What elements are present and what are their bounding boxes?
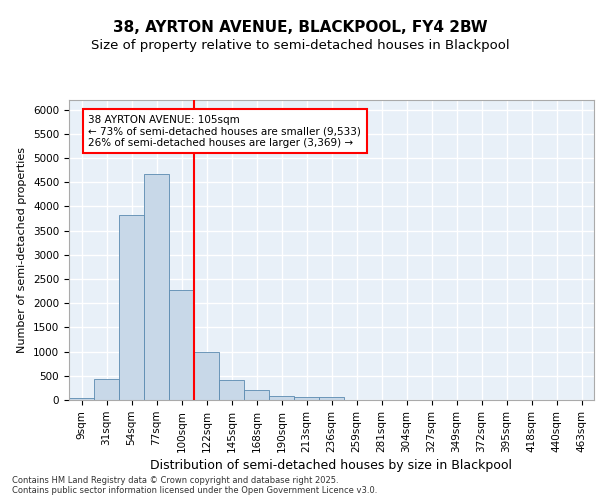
Text: Contains HM Land Registry data © Crown copyright and database right 2025.
Contai: Contains HM Land Registry data © Crown c… bbox=[12, 476, 377, 495]
Bar bbox=[119, 215, 144, 400]
Bar bbox=[94, 379, 119, 400]
Bar bbox=[319, 397, 344, 400]
Bar bbox=[244, 390, 269, 400]
Bar bbox=[169, 290, 194, 400]
Bar bbox=[294, 396, 319, 400]
Y-axis label: Number of semi-detached properties: Number of semi-detached properties bbox=[17, 147, 28, 353]
Bar bbox=[219, 380, 244, 400]
Bar bbox=[144, 174, 169, 400]
Text: 38 AYRTON AVENUE: 105sqm
← 73% of semi-detached houses are smaller (9,533)
26% o: 38 AYRTON AVENUE: 105sqm ← 73% of semi-d… bbox=[89, 114, 361, 148]
Text: 38, AYRTON AVENUE, BLACKPOOL, FY4 2BW: 38, AYRTON AVENUE, BLACKPOOL, FY4 2BW bbox=[113, 20, 487, 35]
X-axis label: Distribution of semi-detached houses by size in Blackpool: Distribution of semi-detached houses by … bbox=[151, 459, 512, 472]
Bar bbox=[194, 352, 219, 400]
Bar bbox=[269, 396, 294, 400]
Bar bbox=[69, 398, 94, 400]
Text: Size of property relative to semi-detached houses in Blackpool: Size of property relative to semi-detach… bbox=[91, 38, 509, 52]
